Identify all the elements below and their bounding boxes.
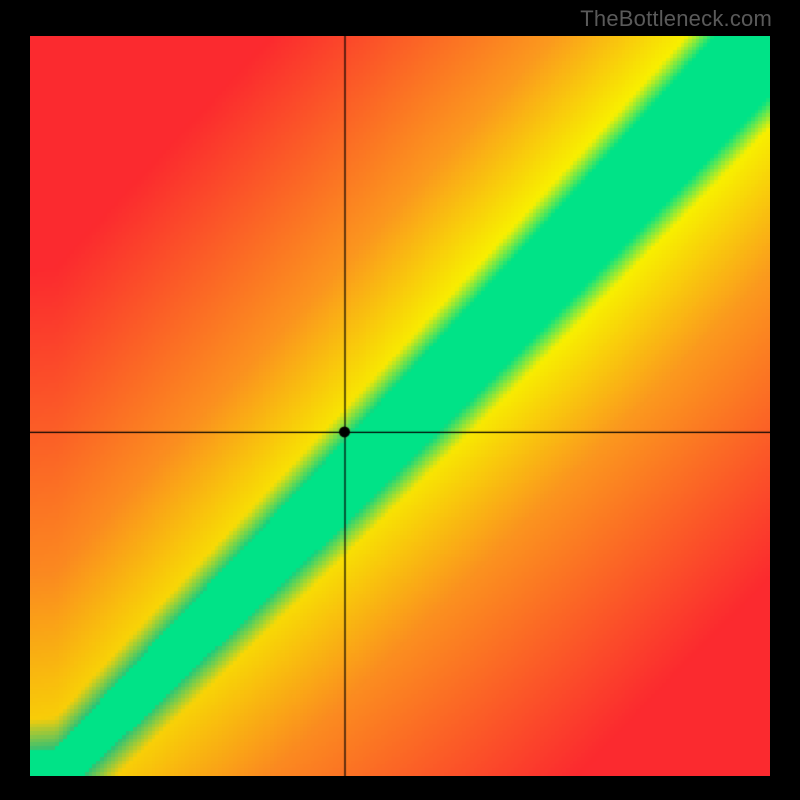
chart-container: TheBottleneck.com — [0, 0, 800, 800]
bottleneck-heatmap — [30, 36, 770, 776]
watermark-text: TheBottleneck.com — [580, 6, 772, 32]
